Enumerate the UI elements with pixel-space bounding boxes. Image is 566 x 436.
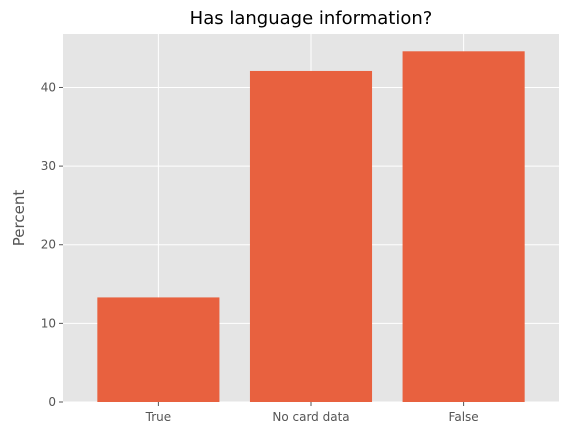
bar [402,51,525,403]
x-tick-labels: True No card data False [145,402,479,424]
x-tick-label: No card data [272,410,349,424]
bar [97,297,220,402]
y-tick-label: 0 [48,395,56,409]
y-axis-label: Percent [10,190,28,247]
bar [249,70,373,402]
bars [97,51,525,403]
x-tick-label: False [449,410,479,424]
chart-title: Has language information? [190,8,433,29]
y-tick-label: 20 [41,238,56,252]
y-tick-label: 40 [41,80,56,94]
y-tick-label: 30 [41,159,56,173]
x-tick-label: True [145,410,172,424]
y-tick-labels: 0 10 20 30 40 [41,80,63,409]
y-tick-label: 10 [41,316,56,330]
